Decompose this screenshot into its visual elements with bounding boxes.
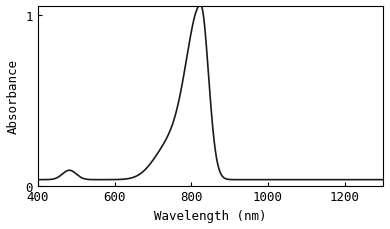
X-axis label: Wavelength (nm): Wavelength (nm) <box>154 209 267 222</box>
Y-axis label: Absorbance: Absorbance <box>7 59 20 134</box>
